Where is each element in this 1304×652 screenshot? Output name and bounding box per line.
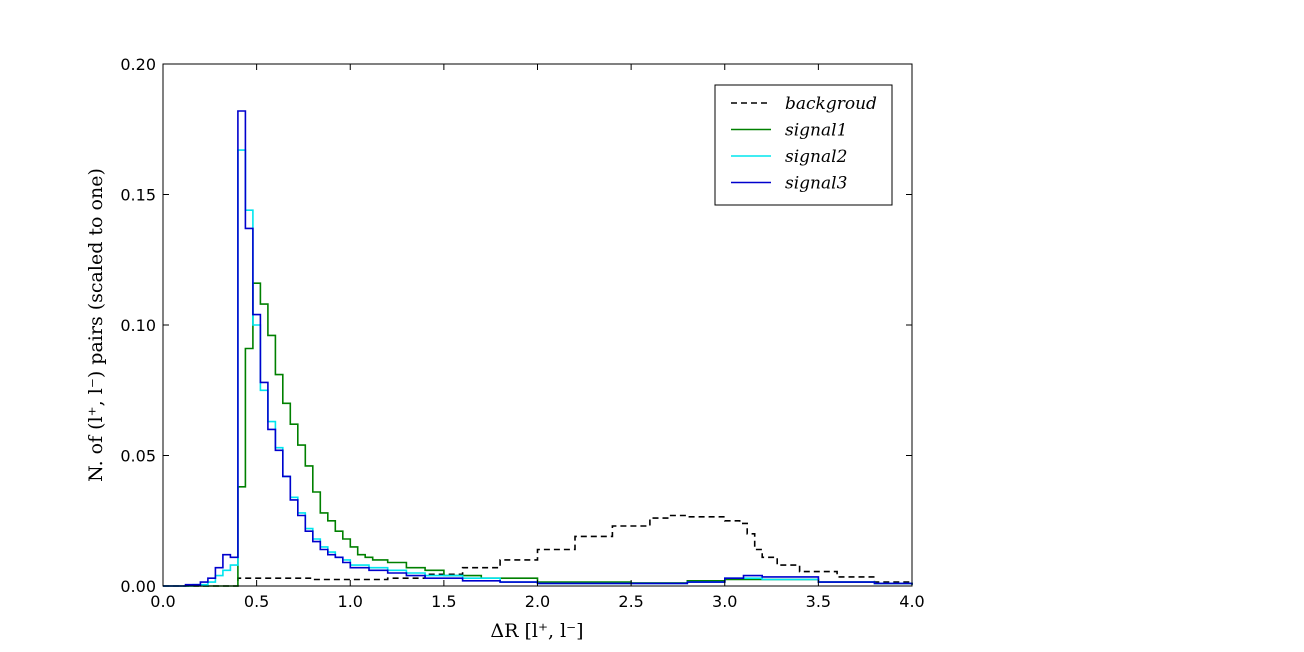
series-layer bbox=[163, 110, 913, 587]
legend-box bbox=[714, 84, 893, 206]
y-tick-label: 0.15 bbox=[120, 186, 156, 205]
x-tick-label: 3.0 bbox=[712, 592, 737, 611]
series-line-backgroud bbox=[163, 514, 913, 587]
legend-label-signal1: signal1 bbox=[785, 121, 847, 141]
x-axis-label: ΔR [l⁺, l⁻] bbox=[490, 620, 583, 642]
legend-label-signal2: signal2 bbox=[785, 147, 847, 167]
x-tick-label: 2.0 bbox=[525, 592, 550, 611]
x-tick-label: 1.0 bbox=[338, 592, 363, 611]
legend: backgroud signal1 signal2 signal3 bbox=[714, 84, 893, 206]
y-axis-label: N. of (l⁺, l⁻) pairs (scaled to one) bbox=[85, 168, 107, 482]
legend-label-backgroud: backgroud bbox=[785, 94, 877, 114]
y-tick-label: 0.10 bbox=[120, 316, 156, 335]
x-tick-label: 0.0 bbox=[150, 592, 175, 611]
y-tick-label: 0.00 bbox=[120, 577, 156, 596]
x-tick-label: 3.5 bbox=[806, 592, 831, 611]
series-line-signal3 bbox=[163, 110, 913, 587]
tick-layer: 0.0 0.5 1.0 1.5 2.0 2.5 3.0 3.5 4.0 0.00 0.05 0.10 0… bbox=[120, 55, 924, 611]
x-tick-label: 0.5 bbox=[244, 592, 269, 611]
y-tick-label: 0.20 bbox=[120, 55, 156, 74]
x-tick-label: 4.0 bbox=[899, 592, 924, 611]
legend-label-signal3: signal3 bbox=[785, 174, 847, 194]
x-tick-label: 1.5 bbox=[431, 592, 456, 611]
x-tick-label: 2.5 bbox=[618, 592, 643, 611]
y-tick-label: 0.05 bbox=[120, 447, 156, 466]
